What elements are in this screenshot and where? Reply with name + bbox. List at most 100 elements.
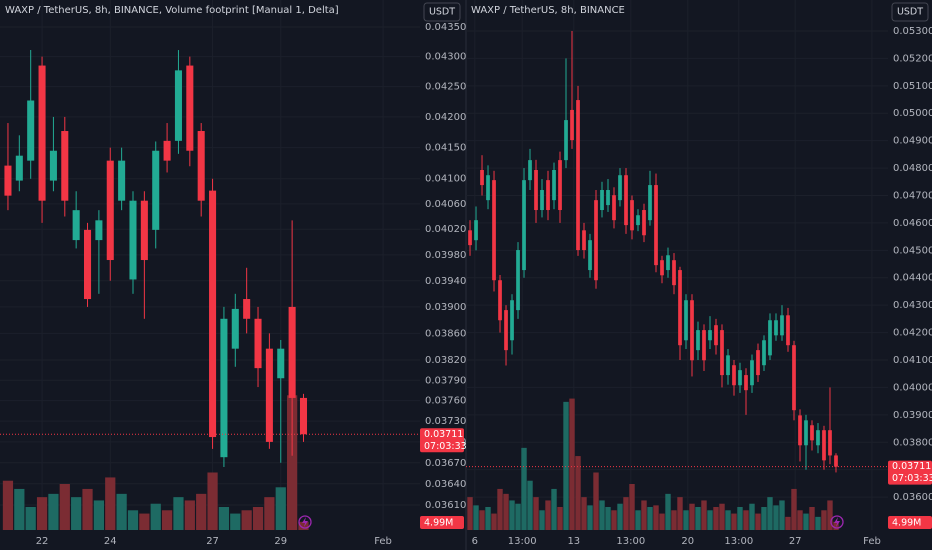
candle-body	[95, 220, 103, 241]
volume-bar	[827, 500, 833, 530]
candle-body	[720, 330, 724, 376]
volume-bar	[731, 513, 737, 530]
candle-body	[618, 175, 622, 201]
volume-bar	[671, 510, 677, 530]
x-tick-label: Feb	[374, 536, 392, 547]
candle-body	[642, 210, 646, 236]
price-tag-value: 0.03711	[424, 429, 463, 440]
volume-bar	[635, 510, 641, 530]
volume-bar	[749, 503, 755, 530]
candle-body	[582, 230, 586, 251]
candle-body	[792, 345, 796, 411]
volume-bar	[93, 500, 105, 530]
candle-body	[220, 318, 228, 458]
volume-bar	[719, 503, 725, 530]
candle-body	[804, 420, 808, 446]
y-tick-label: 0.03900	[893, 410, 932, 421]
x-tick-label: 13:00	[724, 536, 753, 547]
candle-body	[774, 320, 778, 336]
volume-bar	[821, 510, 827, 530]
volume-bar	[611, 510, 617, 530]
volume-bar	[241, 510, 252, 530]
countdown: 07:03:33	[424, 441, 467, 452]
y-tick-label: 0.03860	[425, 328, 466, 339]
y-tick-label: 0.03640	[425, 479, 466, 490]
y-tick-label: 0.05000	[893, 108, 932, 119]
volume-bar	[287, 395, 298, 530]
volume-bar	[707, 510, 713, 530]
y-tick-label: 0.03610	[425, 500, 466, 511]
candle-body	[510, 300, 514, 341]
volume-bar	[629, 484, 635, 530]
volume-bar	[569, 398, 575, 530]
candle-body	[140, 200, 148, 261]
candle-body	[231, 308, 239, 349]
candle-body	[588, 240, 592, 271]
volume-bar	[161, 510, 173, 530]
x-tick-label: Feb	[863, 536, 881, 547]
price-axis	[420, 0, 464, 550]
volume-tag-label: 4.99M	[424, 518, 453, 529]
volume-bar	[587, 505, 593, 530]
volume-bar	[539, 510, 545, 530]
candle-body	[254, 318, 262, 369]
volume-bar	[25, 507, 36, 530]
lightning-icon[interactable]	[298, 515, 312, 529]
volume-bar	[575, 456, 581, 530]
candle-body	[564, 120, 568, 161]
volume-bar	[509, 500, 515, 530]
y-tick-label: 0.03600	[893, 492, 932, 503]
volume-bar	[503, 493, 509, 530]
candle-body	[61, 131, 69, 201]
candle-body	[152, 150, 160, 230]
volume-bar	[725, 510, 731, 530]
candle-body	[15, 155, 23, 181]
volume-bar	[551, 488, 557, 530]
candle-body	[540, 190, 544, 211]
y-tick-label: 0.05100	[893, 81, 932, 92]
candle-body	[660, 260, 664, 276]
candle-body	[696, 330, 700, 351]
volume-bar	[218, 507, 230, 530]
volume-bar	[71, 497, 82, 530]
candle-body	[666, 255, 670, 271]
x-tick-label: 13	[567, 536, 580, 547]
volume-bar	[641, 500, 647, 530]
y-tick-label: 0.04300	[425, 52, 466, 63]
candle-body	[163, 140, 171, 161]
unit-label: USDT	[897, 7, 923, 18]
candle-body	[762, 340, 766, 366]
candle-body	[684, 300, 688, 341]
volume-bar	[105, 477, 116, 530]
x-tick-label: 27	[206, 536, 219, 547]
candle-body	[486, 175, 490, 201]
candle-body	[504, 310, 508, 351]
volume-bar	[473, 505, 479, 530]
x-tick-label: 20	[681, 536, 694, 547]
volume-bar	[275, 487, 286, 530]
volume-bar	[533, 497, 539, 530]
volume-bar	[797, 510, 803, 530]
volume-bar	[36, 497, 48, 530]
candle-body	[834, 455, 838, 467]
volume-bar	[809, 507, 815, 530]
y-tick-label: 0.05300	[893, 26, 932, 37]
volume-bar	[743, 510, 749, 530]
candle-body	[197, 131, 205, 201]
volume-bar	[653, 505, 659, 530]
volume-bar	[779, 500, 785, 530]
candle-body	[277, 348, 285, 379]
volume-bar	[150, 503, 161, 530]
volume-bar	[521, 447, 527, 530]
unit-label: USDT	[429, 7, 455, 18]
y-tick-label: 0.04900	[893, 136, 932, 147]
lightning-icon[interactable]	[830, 515, 844, 529]
candle-body	[570, 109, 574, 141]
candle-body	[546, 180, 550, 211]
volume-bar	[713, 507, 719, 530]
candle-body	[243, 299, 251, 319]
candle-body	[27, 100, 35, 161]
volume-bar	[82, 488, 93, 530]
y-tick-label: 0.04100	[893, 355, 932, 366]
candle-body	[528, 160, 532, 181]
